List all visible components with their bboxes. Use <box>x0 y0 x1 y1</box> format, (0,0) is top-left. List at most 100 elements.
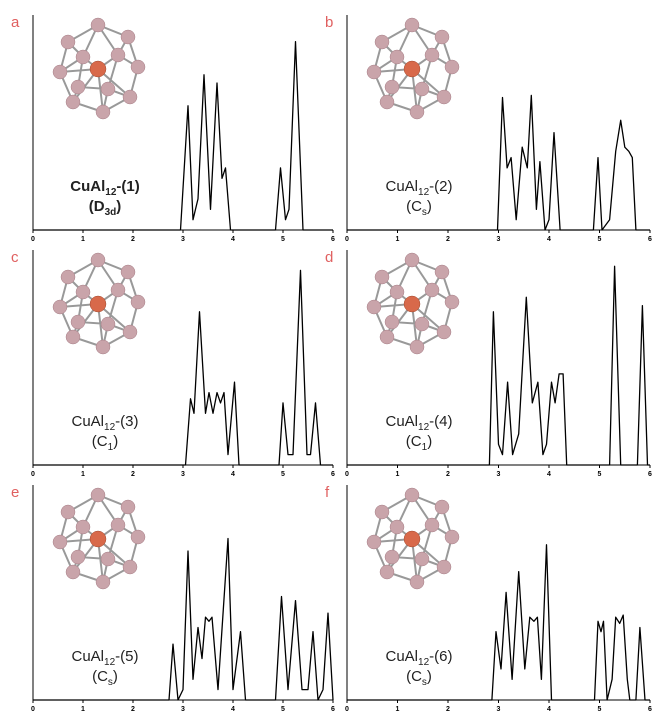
symmetry-label: (D3d) <box>89 198 122 218</box>
panel-letter: a <box>11 14 20 31</box>
formula-subscript: 12 <box>105 187 117 198</box>
panel-letter: c <box>11 249 19 266</box>
molecule-image <box>53 253 145 354</box>
x-tick-label: 4 <box>231 471 235 478</box>
x-tick-label: 5 <box>598 706 602 713</box>
symmetry-subscript: 3d <box>105 207 117 218</box>
x-tick-label: 4 <box>547 706 551 713</box>
x-tick-label: 5 <box>598 471 602 478</box>
isomer-label: CuAl12-(6) <box>386 648 453 668</box>
x-tick-label: 2 <box>131 471 135 478</box>
x-tick-label: 6 <box>331 236 335 243</box>
x-tick-label: 3 <box>181 236 185 243</box>
symmetry-label: (Cs) <box>406 198 432 218</box>
symmetry-group: (C <box>406 668 422 685</box>
x-tick-label: 3 <box>497 706 501 713</box>
x-tick-label: 3 <box>181 706 185 713</box>
x-tick-label: 2 <box>446 236 450 243</box>
x-tick-label: 0 <box>31 706 35 713</box>
isomer-label: CuAl12-(1) <box>70 178 139 198</box>
x-tick-label: 6 <box>331 706 335 713</box>
symmetry-group: (C <box>406 433 422 450</box>
molecule-image <box>53 488 145 589</box>
molecule-image <box>367 253 459 354</box>
formula: CuAl <box>386 413 419 430</box>
symmetry-group: (C <box>92 668 108 685</box>
x-tick-label: 1 <box>396 236 400 243</box>
x-tick-label: 0 <box>345 236 349 243</box>
isomer-label: CuAl12-(4) <box>386 413 453 433</box>
x-tick-label: 1 <box>396 471 400 478</box>
symmetry-label: (Cs) <box>406 668 432 688</box>
symmetry-close: ) <box>113 433 118 450</box>
formula-subscript: 12 <box>104 422 116 433</box>
isomer-number: (6) <box>434 648 452 665</box>
x-tick-label: 6 <box>648 471 652 478</box>
molecule-image <box>367 488 459 589</box>
molecule-image <box>53 18 145 119</box>
x-tick-label: 2 <box>131 706 135 713</box>
formula-subscript: 12 <box>418 657 430 668</box>
isomer-number: (4) <box>434 413 452 430</box>
panel-letter: e <box>11 484 19 501</box>
x-tick-label: 0 <box>31 471 35 478</box>
symmetry-group: (C <box>406 198 422 215</box>
x-tick-label: 0 <box>31 236 35 243</box>
symmetry-label: (Cs) <box>92 668 118 688</box>
x-tick-label: 1 <box>81 236 85 243</box>
symmetry-close: ) <box>427 198 432 215</box>
panel-letter: d <box>325 249 333 266</box>
x-tick-label: 2 <box>131 236 135 243</box>
x-tick-label: 6 <box>648 706 652 713</box>
symmetry-close: ) <box>113 668 118 685</box>
x-tick-label: 6 <box>648 236 652 243</box>
symmetry-close: ) <box>427 668 432 685</box>
x-tick-label: 1 <box>81 706 85 713</box>
formula: CuAl <box>72 648 105 665</box>
symmetry-group: (C <box>92 433 108 450</box>
panel-letter: b <box>325 14 333 31</box>
isomer-label: CuAl12-(2) <box>386 178 453 198</box>
formula-subscript: 12 <box>418 422 430 433</box>
isomer-label: CuAl12-(3) <box>72 413 139 433</box>
formula: CuAl <box>72 413 105 430</box>
figure: 0123456aCuAl12-(1)(D3d)0123456bCuAl12-(2… <box>0 0 652 715</box>
x-tick-label: 5 <box>281 706 285 713</box>
isomer-number: (2) <box>434 178 452 195</box>
x-tick-label: 3 <box>181 471 185 478</box>
formula: CuAl <box>70 178 105 195</box>
x-tick-label: 6 <box>331 471 335 478</box>
x-tick-label: 0 <box>345 706 349 713</box>
isomer-number: (5) <box>120 648 138 665</box>
x-tick-label: 2 <box>446 471 450 478</box>
formula-subscript: 12 <box>418 187 430 198</box>
spectrum-line <box>347 95 650 230</box>
x-tick-label: 5 <box>281 471 285 478</box>
x-tick-label: 4 <box>547 236 551 243</box>
symmetry-close: ) <box>427 433 432 450</box>
x-tick-label: 5 <box>598 236 602 243</box>
x-tick-label: 3 <box>497 471 501 478</box>
isomer-number: (1) <box>121 178 139 195</box>
x-tick-label: 4 <box>231 236 235 243</box>
spectrum-line <box>33 270 333 465</box>
x-tick-label: 4 <box>547 471 551 478</box>
symmetry-label: (C1) <box>406 433 432 453</box>
symmetry-group: (D <box>89 198 105 215</box>
formula: CuAl <box>386 648 419 665</box>
x-tick-label: 0 <box>345 471 349 478</box>
x-tick-label: 2 <box>446 706 450 713</box>
x-tick-label: 1 <box>81 471 85 478</box>
x-tick-label: 3 <box>497 236 501 243</box>
panel-letter: f <box>325 484 330 501</box>
x-tick-label: 5 <box>281 236 285 243</box>
formula: CuAl <box>386 178 419 195</box>
molecule-image <box>367 18 459 119</box>
formula-subscript: 12 <box>104 657 116 668</box>
symmetry-label: (C1) <box>92 433 118 453</box>
x-tick-label: 1 <box>396 706 400 713</box>
x-tick-label: 4 <box>231 706 235 713</box>
isomer-number: (3) <box>120 413 138 430</box>
isomer-label: CuAl12-(5) <box>72 648 139 668</box>
symmetry-close: ) <box>116 198 121 215</box>
